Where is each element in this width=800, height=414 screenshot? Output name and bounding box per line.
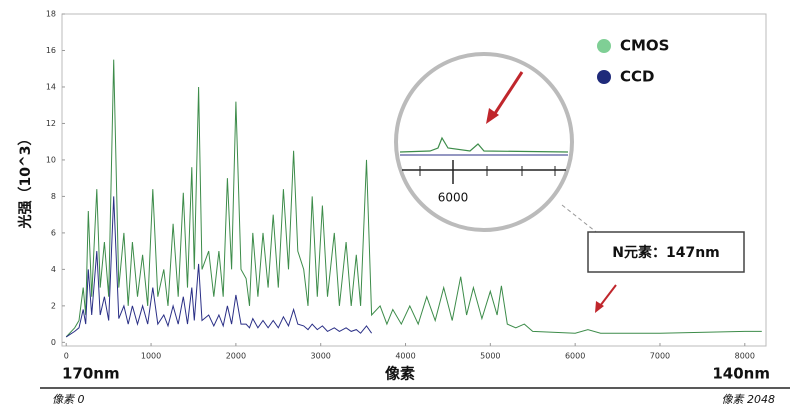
x-tick-label: 4000 [395,352,415,361]
left-pixel: 像素 0 [52,393,85,406]
right-pixel: 像素 2048 [722,393,776,406]
y-axis-label: 光强（10^3） [17,132,34,230]
legend-label: CMOS [620,37,670,55]
arrow [599,284,617,307]
x-tick-label: 5000 [480,352,500,361]
plot-frame [61,13,767,347]
inset-trace [399,136,569,153]
legend-marker [597,39,611,53]
y-tick-label: 0 [51,338,56,347]
x-tick-label: 8000 [735,352,755,361]
right-wavelength: 140nm [712,365,770,383]
y-tick-label: 10 [46,155,56,164]
inset-circle [394,52,574,232]
y-tick-label: 16 [46,46,56,55]
x-axis-label: 像素 [385,365,415,383]
left-wavelength: 170nm [62,365,120,383]
y-tick-label: 8 [51,192,56,201]
x-tick-label: 6000 [565,352,585,361]
callout-connector [561,204,601,236]
inset: 6000 [394,52,574,232]
callout-text: N元素：147nm [612,244,720,261]
y-tick-label: 4 [51,265,56,274]
y-tick-label: 18 [46,10,56,19]
x-tick-label: 1000 [141,352,161,361]
y-tick-label: 12 [46,119,56,128]
legend-label: CCD [620,68,654,86]
x-tick-label: 0 [64,352,69,361]
y-tick-label: 14 [46,82,56,91]
series-line [65,59,762,338]
x-tick-label: 3000 [311,352,331,361]
x-tick-label: 2000 [226,352,246,361]
inset-tick-label: 6000 [438,191,469,205]
x-tick-label: 7000 [650,352,670,361]
y-tick-label: 2 [51,301,56,310]
inset-arrow [490,71,524,119]
callout-box [587,231,745,273]
inset-arrow-head [486,108,499,124]
y-tick-label: 6 [51,228,56,237]
arrow-head [595,301,604,313]
series-line [65,196,373,338]
legend-marker [597,70,611,84]
